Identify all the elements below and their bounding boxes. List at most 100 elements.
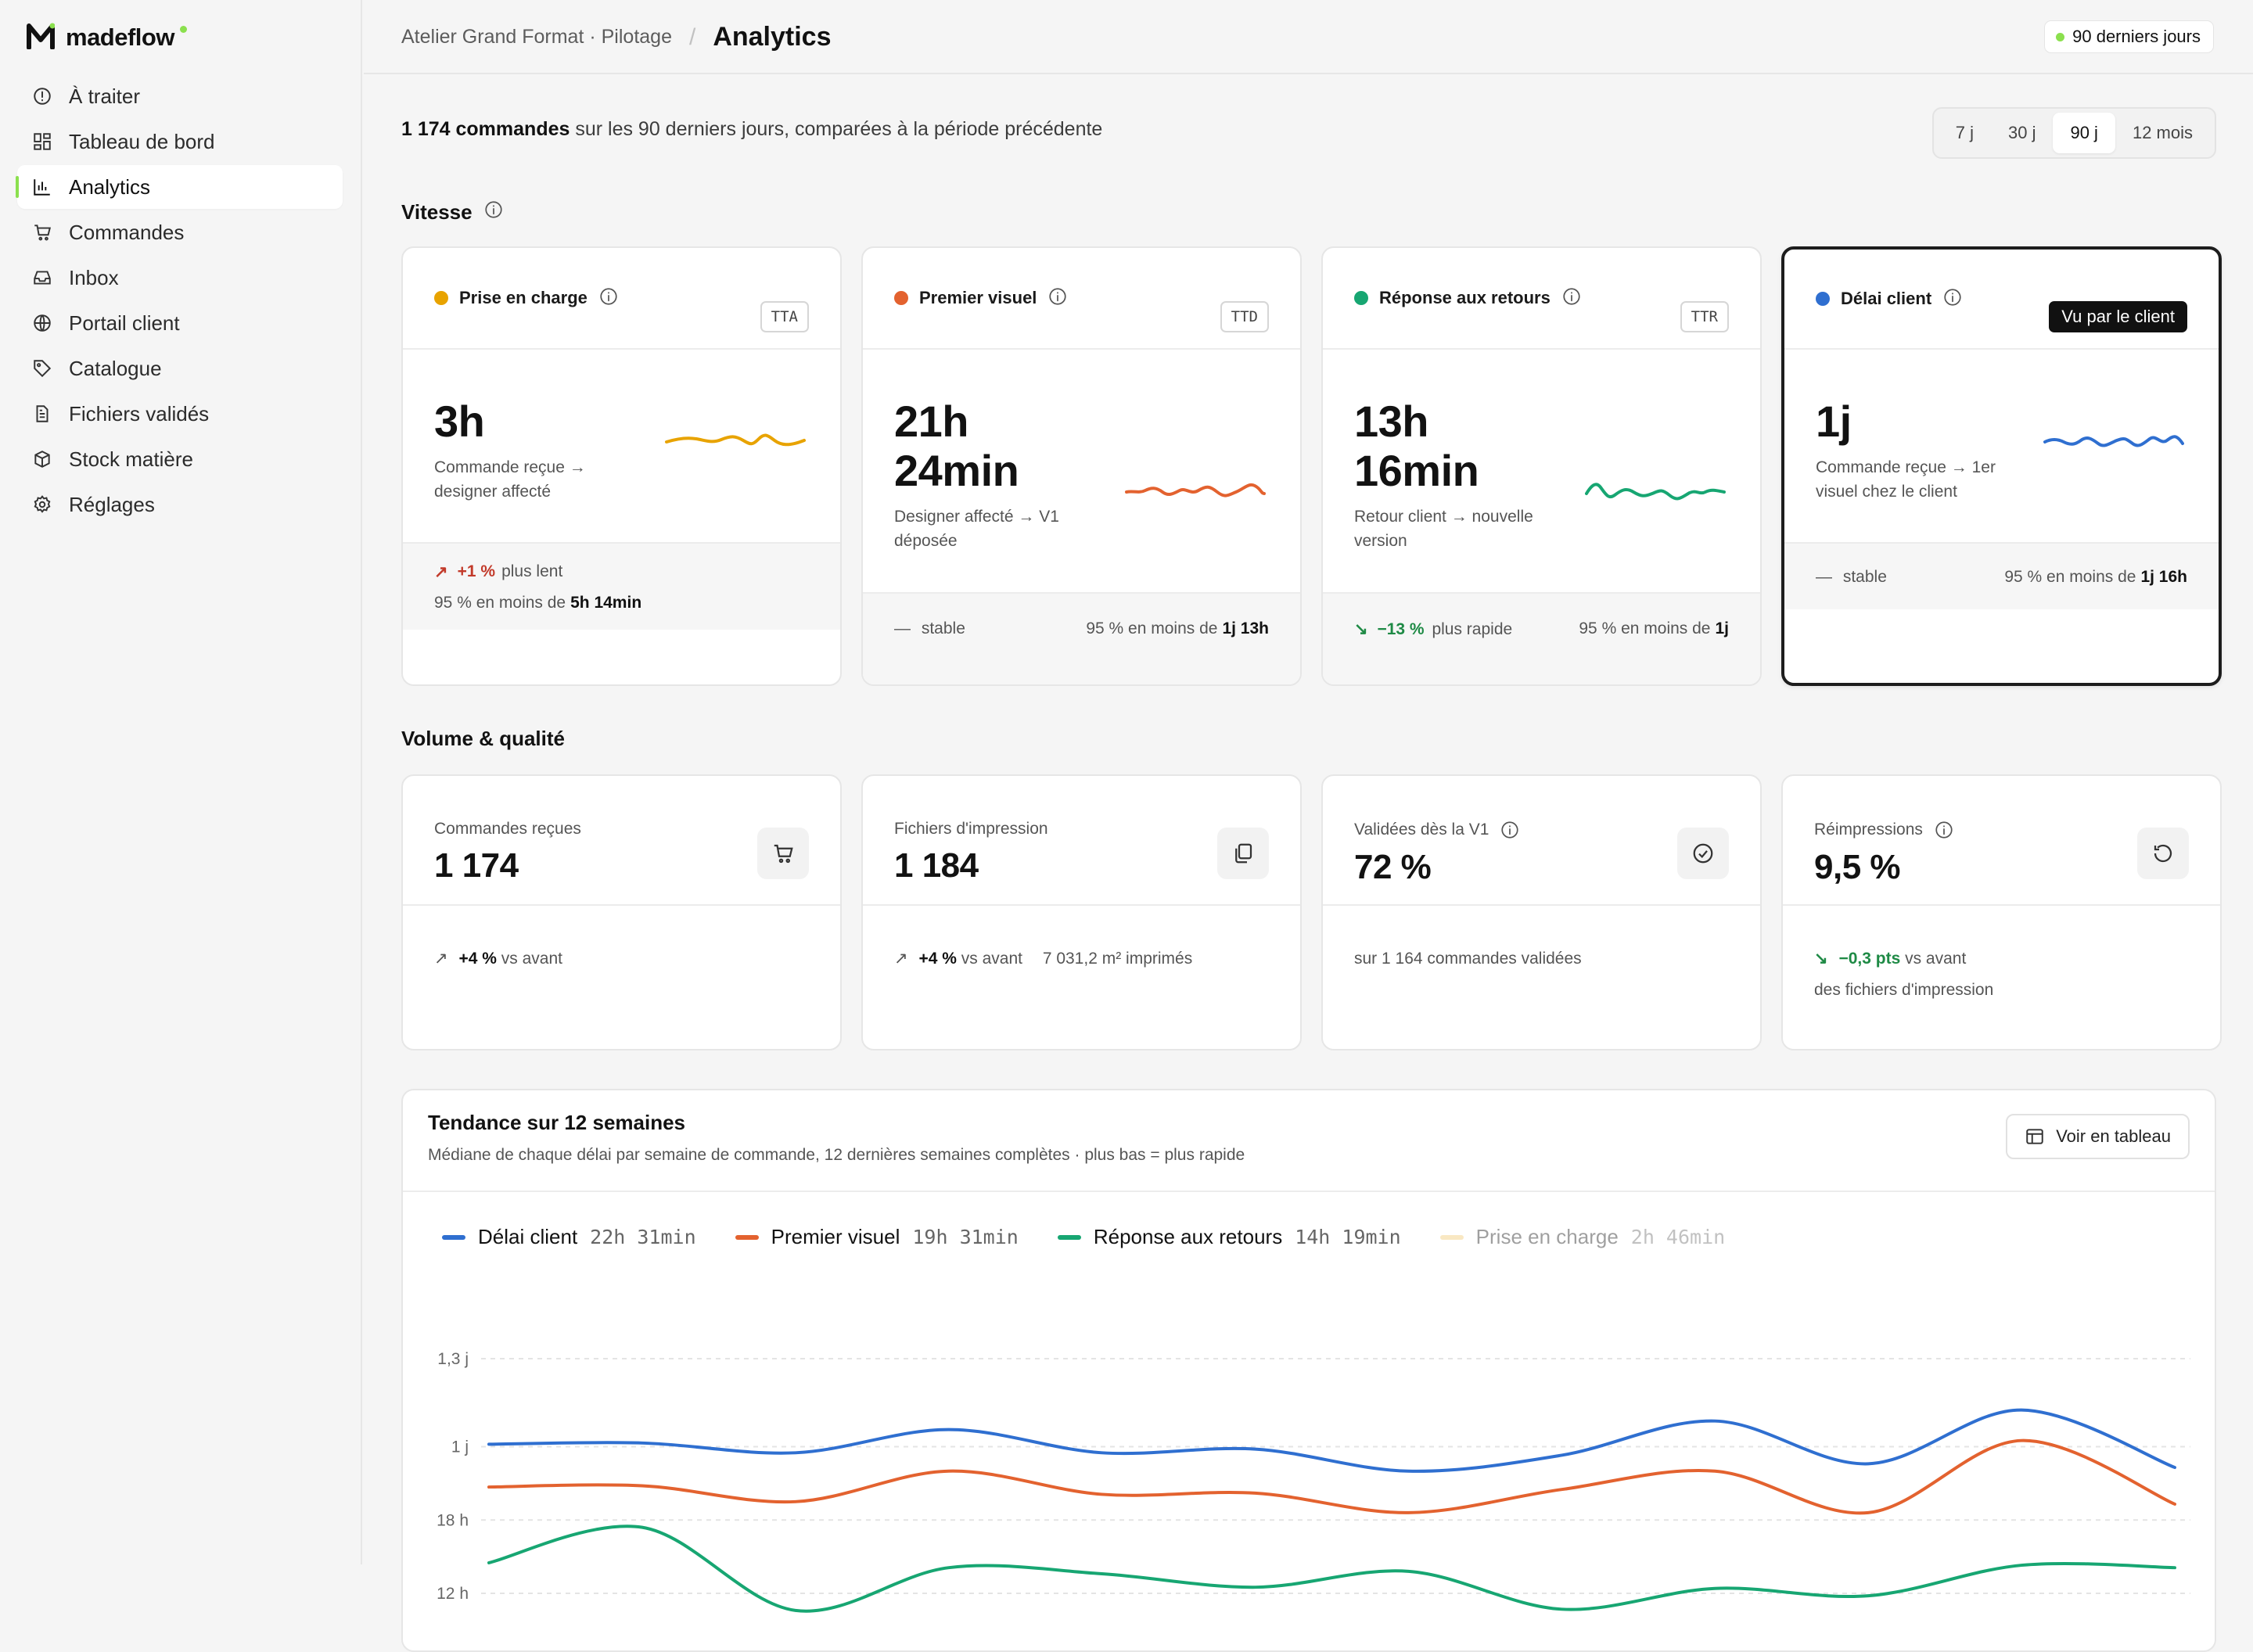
series-dot xyxy=(434,291,448,305)
view-table-label: Voir en tableau xyxy=(2056,1126,2171,1146)
sidebar-item-tableau-de-bord[interactable]: Tableau de bord xyxy=(17,120,343,163)
breadcrumb: Atelier Grand Format · Pilotage / Analyt… xyxy=(401,22,832,52)
sidebar-item-reglages[interactable]: Réglages xyxy=(17,483,343,526)
legend-swatch xyxy=(1439,1234,1464,1240)
trend-up-icon: ↗ xyxy=(434,562,448,581)
card-header: Premier visuel TTD xyxy=(863,248,1300,350)
legend-label: Délai client xyxy=(478,1225,578,1248)
top-bar: Atelier Grand Format · Pilotage / Analyt… xyxy=(364,0,2253,74)
metric-value-line1: 13h xyxy=(1354,397,1429,446)
series-line-d-lai-client xyxy=(487,1408,2176,1473)
kpi-card-validees-v1[interactable]: Validées dès la V1 72 % sur 1 164 comman… xyxy=(1321,774,1762,1050)
sidebar-item-label: À traiter xyxy=(69,84,141,108)
metric-card-premier-visuel[interactable]: Premier visuel TTD 21h 24min Designer af… xyxy=(861,246,1302,686)
range-option-7j[interactable]: 7 j xyxy=(1955,123,1974,142)
legend-item-delai-client[interactable]: Délai client 22h 31min xyxy=(442,1225,696,1249)
check-circle-icon xyxy=(1677,828,1729,879)
range-option-30j[interactable]: 30 j xyxy=(2007,123,2036,142)
card-label: Premier visuel xyxy=(919,288,1037,307)
legend-item-reponse-aux-retours[interactable]: Réponse aux retours 14h 19min xyxy=(1057,1225,1401,1249)
kpi-note: des fichiers d'impression xyxy=(1814,981,1994,999)
card-body: 3h Commande reçue → designer affecté xyxy=(403,350,840,504)
kpi-note: sur 1 164 commandes validées xyxy=(1354,950,1582,968)
card-label: Délai client xyxy=(1841,289,1932,308)
trend-title: Tendance sur 12 semaines xyxy=(428,1111,686,1134)
series-dot xyxy=(1354,291,1368,305)
card-header: Délai client Vu par le client xyxy=(1784,250,2219,350)
trend-group: — stable xyxy=(894,620,965,638)
refresh-icon xyxy=(2137,828,2189,879)
kpi-card-fichiers[interactable]: Fichiers d'impression 1 184 ↗ +4 % vs av… xyxy=(861,774,1302,1050)
legend-item-prise-en-charge[interactable]: Prise en charge 2h 46min xyxy=(1439,1225,1726,1249)
y-tick-label: 18 h xyxy=(437,1511,469,1529)
grid-icon xyxy=(31,131,53,153)
info-icon[interactable] xyxy=(598,286,619,311)
legend-label: Prise en charge xyxy=(1475,1225,1619,1248)
summary-text: 1 174 commandes sur les 90 derniers jour… xyxy=(401,118,1102,141)
card-footer: — stable 95 % en moins de 1j 16h xyxy=(1784,542,2219,609)
trend-value: −0,3 pts xyxy=(1838,950,1901,968)
info-icon[interactable] xyxy=(1561,286,1582,311)
sidebar-item-inbox[interactable]: Inbox xyxy=(17,256,343,300)
view-table-button[interactable]: Voir en tableau xyxy=(2006,1114,2190,1159)
range-option-90j[interactable]: 90 j xyxy=(2053,113,2115,153)
kpi-value: 1 174 xyxy=(434,846,519,885)
sidebar-item-a-traiter[interactable]: À traiter xyxy=(17,74,343,118)
card-body: ↘ −0,3 pts vs avant des fichiers d'impre… xyxy=(1783,906,2220,1006)
range-option-12mois[interactable]: 12 mois xyxy=(2132,123,2193,142)
tag-icon xyxy=(31,357,53,379)
kpi-card-commandes[interactable]: Commandes reçues 1 174 ↗ +4 % vs avant xyxy=(401,774,842,1050)
info-icon[interactable] xyxy=(1500,820,1520,840)
legend-item-premier-visuel[interactable]: Premier visuel 19h 31min xyxy=(735,1225,1019,1249)
p95-value: 5h 14min xyxy=(570,594,642,612)
metric-card-prise-en-charge[interactable]: Prise en charge TTA 3h Commande reçue → … xyxy=(401,246,842,686)
info-icon[interactable] xyxy=(1942,287,1963,311)
metric-tag: TTR xyxy=(1680,301,1729,332)
period-badge-label: 90 derniers jours xyxy=(2072,27,2201,46)
table-icon xyxy=(2025,1126,2045,1147)
sidebar-item-analytics[interactable]: Analytics xyxy=(16,165,343,209)
box-icon xyxy=(31,448,53,470)
sidebar-item-portail-client[interactable]: Portail client xyxy=(17,301,343,345)
card-body: 13h 16min Retour client → nouvelle versi… xyxy=(1323,350,1760,553)
trend-group: ↘ −13 % plus rapide xyxy=(1354,620,1512,639)
p95-value: 1j xyxy=(1715,620,1729,637)
metric-tag: TTD xyxy=(1220,301,1269,332)
section-title-vitesse: Vitesse xyxy=(401,199,504,225)
info-icon[interactable] xyxy=(1047,286,1068,311)
legend-swatch xyxy=(442,1234,465,1240)
trend-up-icon: ↗ xyxy=(894,950,908,968)
legend-value: 14h 19min xyxy=(1295,1226,1401,1248)
info-icon[interactable] xyxy=(483,199,504,225)
metric-card-delai-client[interactable]: Délai client Vu par le client 1j Command… xyxy=(1781,246,2222,686)
legend-value: 19h 31min xyxy=(912,1226,1019,1248)
trend-panel: Tendance sur 12 semaines Médiane de chaq… xyxy=(401,1089,2216,1652)
trend-flat-icon: — xyxy=(894,620,911,637)
sidebar-item-label: Fichiers validés xyxy=(69,401,210,426)
card-body: ↗ +4 % vs avant xyxy=(403,906,840,975)
card-header: Prise en charge TTA xyxy=(403,248,840,350)
breadcrumb-parent[interactable]: Atelier Grand Format · Pilotage xyxy=(401,26,672,48)
legend-value: 2h 46min xyxy=(1630,1226,1726,1248)
metric-description: Retour client → nouvelle version xyxy=(1354,508,1533,550)
p95-label: 95 % en moins de xyxy=(434,594,566,612)
card-footer: ↗ +1 % plus lent 95 % en moins de 5h 14m… xyxy=(403,542,840,630)
page-title: Analytics xyxy=(713,22,832,52)
brand[interactable]: madeflow xyxy=(27,19,187,56)
trend-row: — stable 95 % en moins de 1j 13h xyxy=(894,594,1269,664)
metric-value-line2: 24min xyxy=(894,446,1019,495)
kpi-value: 9,5 % xyxy=(1814,848,1901,886)
metric-card-reponse-aux-retours[interactable]: Réponse aux retours TTR 13h 16min Retour… xyxy=(1321,246,1762,686)
kpi-label: Réimpressions xyxy=(1814,821,1923,839)
sidebar-item-fichiers-valides[interactable]: Fichiers validés xyxy=(17,392,343,436)
kpi-card-reimpressions[interactable]: Réimpressions 9,5 % ↘ −0,3 pts vs avant … xyxy=(1781,774,2222,1050)
y-tick-label: 1 j xyxy=(451,1438,469,1456)
sidebar-item-catalogue[interactable]: Catalogue xyxy=(17,347,343,390)
sparkline xyxy=(1125,483,1266,497)
sidebar-item-stock-matiere[interactable]: Stock matière xyxy=(17,437,343,481)
card-body: 21h 24min Designer affecté → V1 déposée xyxy=(863,350,1300,553)
sidebar-item-label: Tableau de bord xyxy=(69,129,215,153)
sidebar-item-commandes[interactable]: Commandes xyxy=(17,210,343,254)
inbox-icon xyxy=(31,267,53,289)
info-icon[interactable] xyxy=(1934,820,1954,840)
